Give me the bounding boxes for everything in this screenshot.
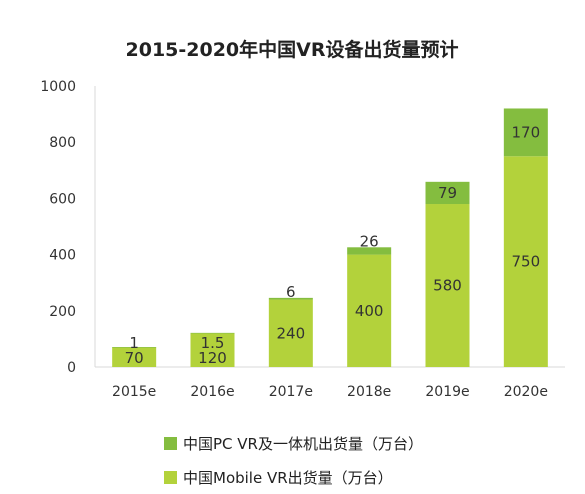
legend-item-mobile-vr: 中国Mobile VR出货量（万台） [164,467,393,488]
data-label-pc-vr: 1 [129,334,139,352]
y-tick-label: 1000 [40,79,76,95]
x-tick-label: 2018e [347,384,391,400]
y-tick-label: 200 [49,304,76,320]
data-label-pc-vr: 6 [286,283,296,301]
y-tick-label: 800 [49,135,76,151]
y-tick-label: 600 [49,191,76,207]
x-tick-label: 2016e [190,384,234,400]
x-tick-label: 2019e [425,384,469,400]
data-label-pc-vr: 170 [512,123,541,141]
bar-mobile-vr [347,254,392,367]
axes: 0 200 400 600 800 1000 2015e 2016e 2017e 2018e 201… [40,79,565,400]
bar-pc-vr [190,332,235,334]
data-label-mobile-vr: 400 [355,302,384,320]
legend-swatch-pc-vr [164,437,177,450]
bar-pc-vr [425,181,470,205]
legend-item-pc-vr: 中国PC VR及一体机出货量（万台） [164,433,423,454]
data-label-mobile-vr: 750 [512,253,541,271]
chart-title: 2015-2020年中国VR设备出货量预计 [126,38,459,61]
x-tick-label: 2017e [269,384,313,400]
y-tick-label: 0 [67,360,76,376]
bar-pc-vr [347,247,392,255]
bar-mobile-vr [190,333,235,367]
bars [112,108,548,367]
bar-mobile-vr [425,204,470,367]
data-label-pc-vr: 1.5 [201,334,225,352]
bar-pc-vr [112,347,157,348]
bar-mobile-vr [503,156,548,367]
data-label-mobile-vr: 70 [125,349,144,367]
x-tick-label: 2020e [504,384,548,400]
data-label-pc-vr: 79 [438,184,457,202]
data-label-mobile-vr: 120 [198,349,227,367]
legend-label-mobile-vr: 中国Mobile VR出货量（万台） [183,469,393,487]
x-tick-label: 2015e [112,384,156,400]
y-tick-label: 400 [49,248,76,264]
bar-pc-vr [503,108,548,157]
bar-mobile-vr [112,347,157,367]
data-label-pc-vr: 26 [360,232,379,250]
legend-swatch-mobile-vr [164,471,177,484]
legend-label-pc-vr: 中国PC VR及一体机出货量（万台） [183,435,423,453]
bar-mobile-vr [268,299,313,367]
bar-pc-vr [268,297,313,300]
data-label-mobile-vr: 240 [277,324,306,342]
data-label-mobile-vr: 580 [433,277,462,295]
